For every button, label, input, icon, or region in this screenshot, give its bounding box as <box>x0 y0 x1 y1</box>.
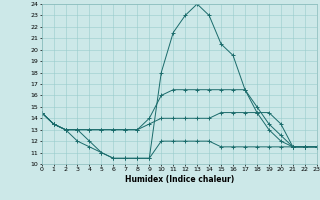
X-axis label: Humidex (Indice chaleur): Humidex (Indice chaleur) <box>124 175 234 184</box>
